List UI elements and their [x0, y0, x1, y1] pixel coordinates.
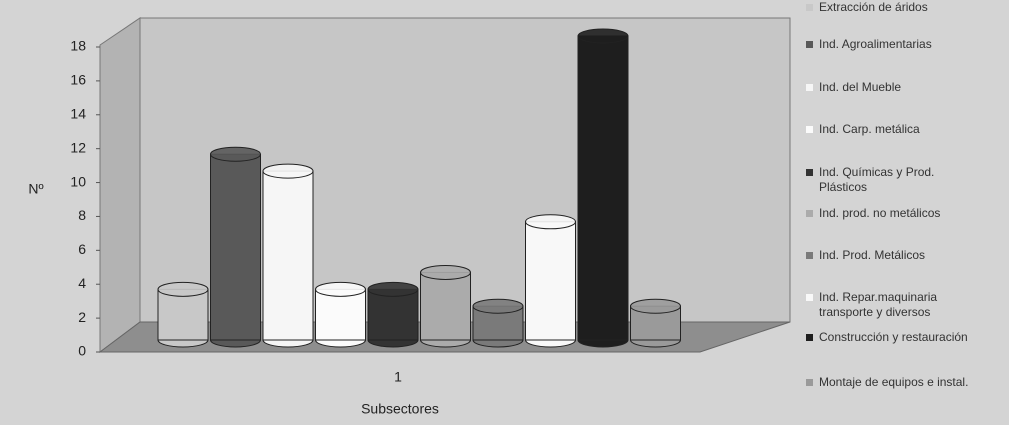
y-tick-label: 16	[70, 72, 86, 88]
bar	[157, 288, 209, 341]
bar-top	[472, 298, 524, 314]
bar	[367, 288, 419, 341]
legend-swatch	[806, 252, 813, 259]
y-tick-label: 6	[78, 241, 86, 257]
legend-label: Construcción y restauración	[819, 330, 968, 344]
bar-top	[210, 146, 261, 162]
legend-item: Montaje de equipos e instal.	[806, 375, 996, 390]
legend-item: Ind. Químicas y Prod. Plásticos	[806, 165, 996, 195]
y-tick-label: 14	[70, 105, 86, 121]
legend-swatch	[806, 294, 813, 301]
legend-label: Extracción de áridos	[819, 0, 928, 14]
bar-top	[630, 298, 681, 314]
legend-swatch	[806, 169, 813, 176]
y-tick-label: 2	[78, 309, 86, 325]
legend-item: Ind. Agroalimentarias	[806, 37, 996, 52]
legend-item: Ind. Carp. metálica	[806, 122, 996, 137]
x-tick-label: 1	[394, 369, 402, 385]
legend-item: Extracción de áridos	[806, 0, 996, 15]
legend-swatch	[806, 210, 813, 217]
y-tick-label: 4	[78, 275, 86, 291]
legend-item: Ind. Repar.maquinaria transporte y diver…	[806, 290, 996, 320]
bar	[262, 170, 314, 341]
y-tick-label: 18	[70, 38, 86, 54]
bar-top	[262, 163, 314, 179]
legend-item: Ind. prod. no metálicos	[806, 206, 996, 221]
bar-top	[420, 264, 471, 280]
y-tick-label: 10	[70, 173, 86, 189]
bar-top	[157, 281, 209, 297]
legend-swatch	[806, 4, 813, 11]
legend-label: Ind. prod. no metálicos	[819, 206, 941, 220]
legend-label: Ind. Agroalimentarias	[819, 37, 932, 51]
bar	[577, 35, 629, 341]
legend-item: Ind. Prod. Metálicos	[806, 248, 996, 263]
legend-swatch	[806, 84, 813, 91]
legend-item: Construcción y restauración	[806, 330, 996, 345]
y-tick-label: 0	[78, 343, 86, 359]
bar	[525, 221, 576, 341]
y-tick-label: 8	[78, 207, 86, 223]
y-axis-label: Nº	[28, 181, 43, 197]
legend-swatch	[806, 334, 813, 341]
side-wall	[99, 17, 141, 353]
bar	[315, 288, 366, 341]
legend-label: Montaje de equipos e instal.	[819, 375, 969, 389]
legend-label: Ind. Químicas y Prod. Plásticos	[819, 165, 935, 194]
legend-swatch	[806, 126, 813, 133]
bar	[210, 153, 261, 341]
legend-swatch	[806, 379, 813, 386]
x-axis-label: Subsectores	[361, 401, 439, 417]
legend-item: Ind. del Mueble	[806, 80, 996, 95]
bar-top	[577, 28, 629, 44]
bar	[420, 271, 471, 341]
legend-label: Ind. Prod. Metálicos	[819, 248, 926, 262]
bar-top	[315, 281, 366, 297]
legend-label: Ind. Repar.maquinaria transporte y diver…	[819, 290, 938, 319]
bar-top	[367, 281, 419, 297]
legend-label: Ind. del Mueble	[819, 80, 902, 94]
bar-top	[525, 214, 576, 230]
y-tick-label: 12	[70, 139, 86, 155]
legend-label: Ind. Carp. metálica	[819, 122, 920, 136]
legend-swatch	[806, 41, 813, 48]
